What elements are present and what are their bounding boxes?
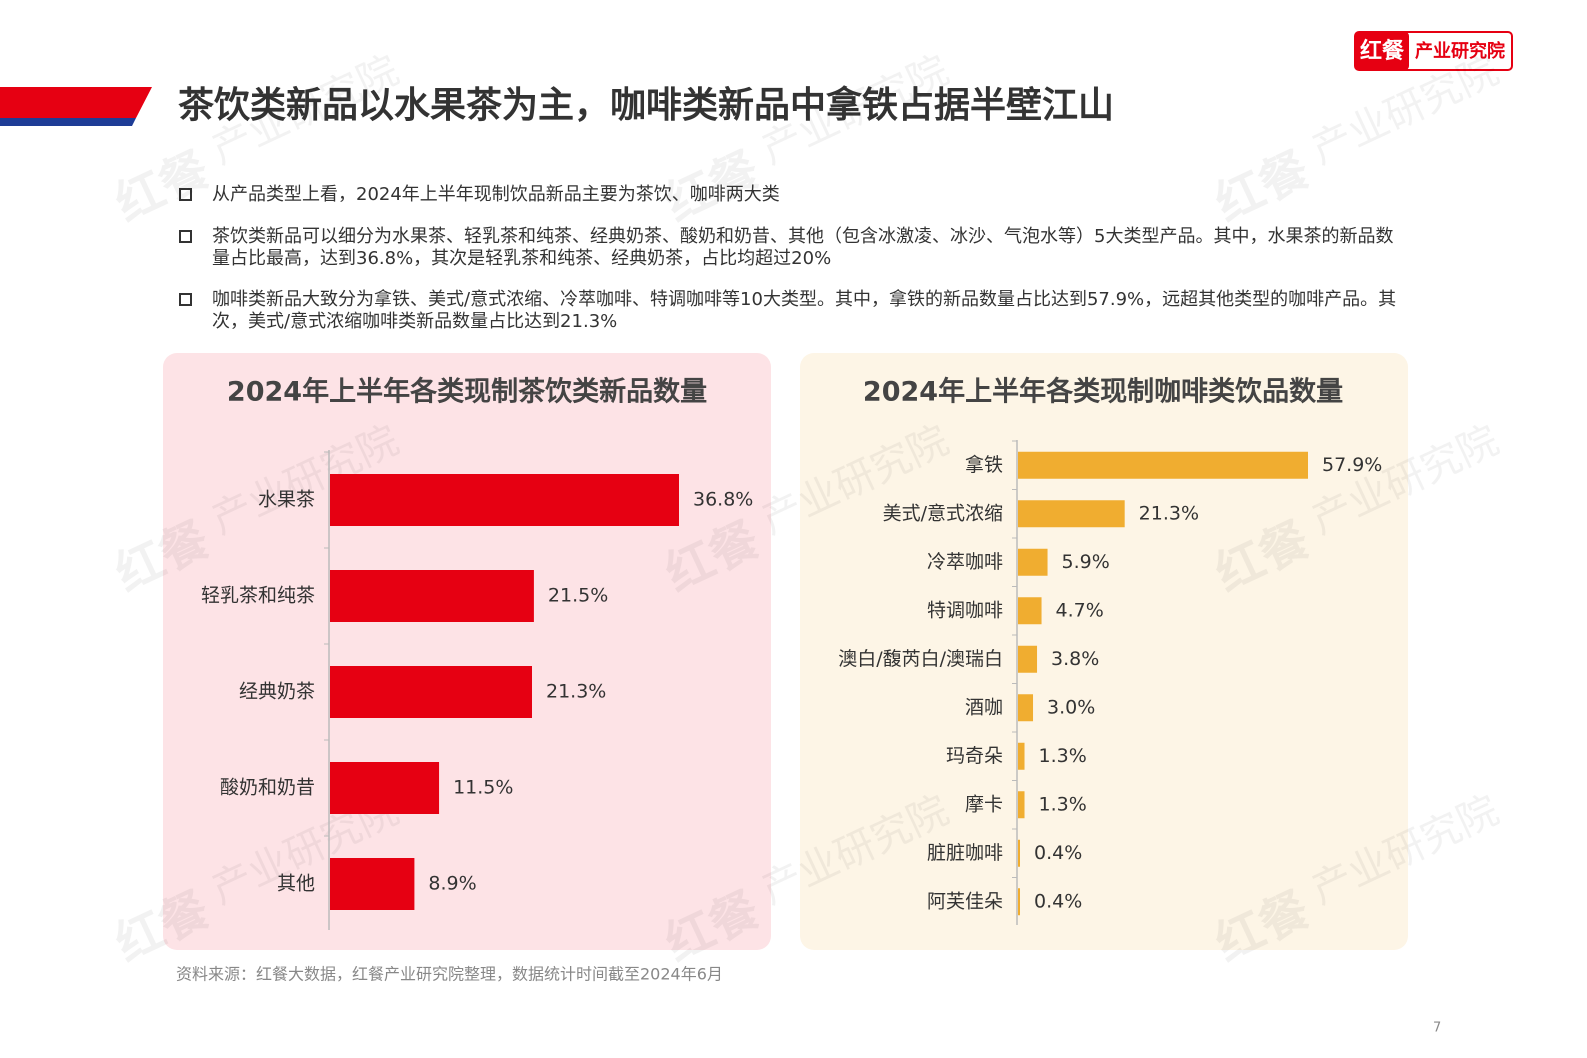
bar: [330, 474, 679, 526]
bar: [1018, 694, 1034, 722]
category-label: 阿芙佳朵: [927, 890, 1003, 912]
bar: [1018, 548, 1048, 576]
bar: [1018, 742, 1025, 770]
bar: [1018, 839, 1021, 867]
bullet-box: [179, 230, 192, 243]
category-label: 美式/意式浓缩: [883, 502, 1003, 524]
value-label: 3.8%: [1051, 648, 1099, 670]
value-label: 5.9%: [1062, 551, 1110, 573]
category-label: 酒咖: [965, 696, 1003, 718]
bullet: 从产品类型上看，2024年上半年现制饮品新品主要为茶饮、咖啡两大类: [212, 184, 780, 205]
category-label: 酸奶和奶昔: [220, 777, 315, 799]
category-label: 轻乳茶和纯茶: [201, 585, 315, 607]
bar: [1018, 645, 1038, 673]
value-label: 11.5%: [453, 777, 513, 799]
category-label: 其他: [277, 873, 315, 895]
bar: [330, 762, 440, 814]
value-label: 4.7%: [1056, 599, 1104, 621]
value-label: 57.9%: [1322, 454, 1382, 476]
category-label: 摩卡: [965, 793, 1003, 815]
logo-text: 产业研究院: [1415, 40, 1505, 62]
bar: [1018, 791, 1025, 819]
category-label: 拿铁: [965, 453, 1003, 476]
value-label: 8.9%: [428, 873, 476, 895]
bar: [1018, 888, 1021, 916]
category-label: 玛奇朵: [946, 745, 1003, 767]
category-label: 澳白/馥芮白/澳瑞白: [838, 648, 1003, 670]
category-label: 脏脏咖啡: [927, 842, 1003, 864]
watermark: 红餐: [107, 141, 218, 232]
value-label: 1.3%: [1039, 745, 1087, 767]
value-label: 21.3%: [546, 681, 606, 703]
category-label: 水果茶: [258, 489, 315, 511]
bullet-box: [179, 188, 192, 201]
value-label: 0.4%: [1034, 890, 1082, 912]
value-label: 1.3%: [1039, 793, 1087, 815]
title: 茶饮类新品以水果茶为主，咖啡类新品中拿铁占据半壁江山: [178, 84, 1114, 126]
banner: [0, 87, 152, 118]
bullet-box: [179, 293, 192, 306]
category-label: 冷萃咖啡: [927, 551, 1003, 573]
bar: [1018, 451, 1308, 479]
bullet: 茶饮类新品可以细分为水果茶、轻乳茶和纯茶、经典奶茶、酸奶和奶昔、其他（包含冰激凌…: [212, 226, 1394, 269]
bar: [1018, 500, 1125, 528]
logo-mark-bg: [1355, 32, 1409, 70]
source: 资料来源：红餐大数据，红餐产业研究院整理，数据统计时间截至2024年6月: [176, 965, 723, 984]
category-label: 特调咖啡: [927, 599, 1003, 621]
value-label: 0.4%: [1034, 842, 1082, 864]
panel: [800, 353, 1408, 950]
chart-title: 2024年上半年各类现制茶饮类新品数量: [227, 376, 707, 408]
category-label: 经典奶茶: [239, 681, 315, 703]
bullet: 咖啡类新品大致分为拿铁、美式/意式浓缩、冷萃咖啡、特调咖啡等10大类型。其中，拿…: [212, 289, 1397, 332]
bar: [330, 570, 534, 622]
logo-mark: 红餐: [1360, 38, 1405, 64]
value-label: 21.3%: [1139, 502, 1199, 524]
page-number: 7: [1433, 1021, 1441, 1036]
banner-stripe: [0, 118, 136, 126]
bar: [1018, 597, 1042, 625]
value-label: 21.5%: [548, 585, 608, 607]
bar: [330, 858, 415, 910]
value-label: 3.0%: [1047, 696, 1095, 718]
bar: [330, 666, 533, 718]
chart-title: 2024年上半年各类现制咖啡类饮品数量: [863, 376, 1343, 408]
value-label: 36.8%: [693, 489, 753, 511]
